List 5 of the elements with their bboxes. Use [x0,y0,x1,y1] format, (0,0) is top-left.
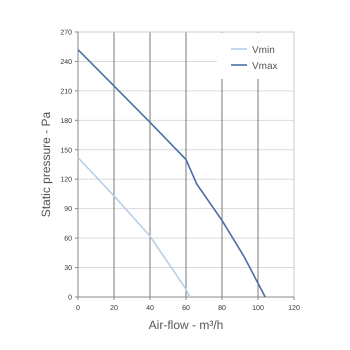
legend-label: Vmin [252,45,275,56]
x-axis-title: Air-flow - m³/h [148,318,224,332]
line-series [77,156,190,298]
y-axis-title: Static pressure - Pa [39,111,53,218]
legend-label: Vmax [252,61,278,72]
